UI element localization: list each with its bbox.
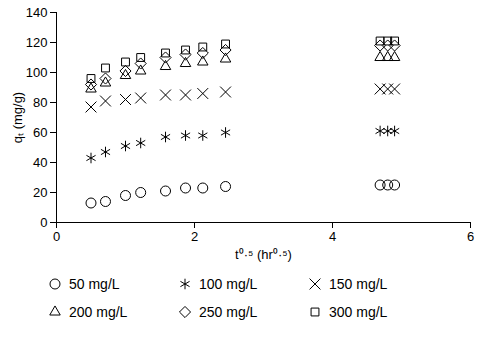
svg-text:4: 4 (329, 229, 336, 244)
svg-text:0: 0 (53, 229, 60, 244)
svg-text:120: 120 (26, 35, 48, 50)
svg-text:0: 0 (40, 215, 47, 230)
html-text:250 mg/L: 250 mg/L (199, 304, 258, 320)
html-text:300 mg/L: 300 mg/L (329, 304, 388, 320)
svg-text:20: 20 (33, 185, 47, 200)
svg-text:t⁰·⁵ (hr⁰·⁵): t⁰·⁵ (hr⁰·⁵) (235, 247, 292, 262)
svg-text:140: 140 (26, 5, 48, 20)
svg-text:80: 80 (33, 95, 47, 110)
svg-text:2: 2 (191, 229, 198, 244)
svg-text:qₜ (mg/g): qₜ (mg/g) (10, 92, 25, 143)
html-text:100 mg/L: 100 mg/L (199, 276, 258, 292)
html-text:150 mg/L: 150 mg/L (329, 276, 388, 292)
svg-text:6: 6 (467, 229, 474, 244)
svg-text:40: 40 (33, 155, 47, 170)
html-text:200 mg/L: 200 mg/L (69, 304, 128, 320)
html-text:50 mg/L: 50 mg/L (69, 276, 120, 292)
svg-text:100: 100 (26, 65, 48, 80)
svg-text:60: 60 (33, 125, 47, 140)
